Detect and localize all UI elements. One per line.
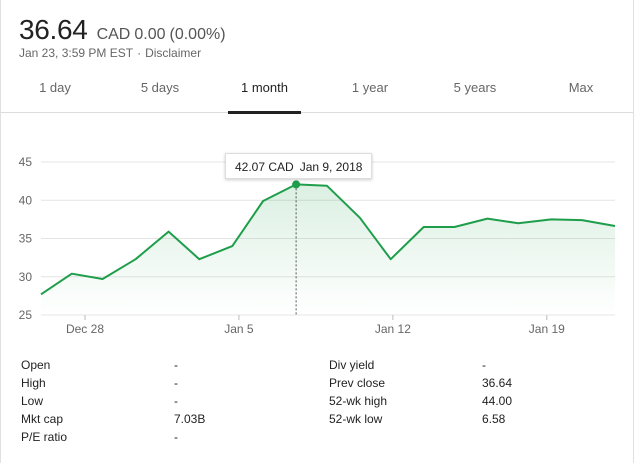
hover-point [292,180,301,189]
y-tick-label: 45 [19,155,33,169]
stat-label: Mkt cap [21,412,64,426]
x-tick-label: Dec 28 [66,322,104,336]
stat-mkt-cap: Mkt cap 7.03B [21,410,221,428]
current-price: 36.64 [19,14,88,45]
stat-value: 36.64 [482,376,513,390]
stat-value: 6.58 [482,412,506,426]
stat-label: 52-wk high [329,394,388,408]
tab-1-month[interactable]: 1 month [228,70,301,114]
stat-value: - [174,394,178,408]
chart-tooltip: 42.07 CAD Jan 9, 2018 [225,153,373,179]
stat-pe-ratio: P/E ratio - [21,428,221,446]
stat-div-yield: Div yield - [329,356,529,374]
tab-5-days[interactable]: 5 days [140,80,180,95]
stat-label: Open [21,358,51,372]
price-chart[interactable]: 25 30 35 40 45 Dec 28 Jan 5 Jan 12 Jan 19 [1,114,633,344]
price-line [40,183,616,296]
stat-label: Div yield [329,358,375,372]
stat-value: - [174,358,178,372]
price-change: 0.00 [134,26,166,43]
stat-value: - [174,430,178,444]
tab-max[interactable]: Max [568,80,594,95]
stat-52wk-low: 52-wk low 6.58 [329,410,529,428]
stat-value: - [482,358,486,372]
stat-label: 52-wk low [329,412,383,426]
stat-prev-close: Prev close 36.64 [329,374,529,392]
x-tick-label: Jan 12 [375,322,411,336]
tooltip-date: Jan 9, 2018 [299,160,363,174]
tab-1-year[interactable]: 1 year [351,80,389,95]
stat-label: P/E ratio [21,430,68,444]
x-tick-label: Jan 5 [224,322,254,336]
currency-code: CAD [96,26,131,43]
stat-label: Low [21,394,44,408]
price-area [41,184,615,315]
price-row: 36.64 CAD 0.00 (0.00%) [19,14,226,46]
range-tabs: 1 day 5 days 1 month 1 year 5 years Max [1,70,633,114]
y-tick-label: 40 [19,193,33,207]
stat-value: - [174,376,178,390]
quote-timestamp: Jan 23, 3:59 PM EST [19,46,134,60]
y-tick-label: 25 [19,308,33,322]
stat-value: 44.00 [482,394,513,408]
stat-open: Open - [21,356,221,374]
stat-52wk-high: 52-wk high 44.00 [329,392,529,410]
stat-label: Prev close [329,376,386,390]
price-change-percent: (0.00%) [169,26,226,43]
y-tick-label: 35 [19,232,33,246]
stat-high: High - [21,374,221,392]
tab-5-years[interactable]: 5 years [453,80,497,95]
disclaimer-link[interactable]: Disclaimer [145,46,202,60]
tab-1-day[interactable]: 1 day [39,80,71,95]
tooltip-value: 42.07 CAD [235,160,294,174]
x-tick-label: Jan 19 [529,322,565,336]
price-chart-svg[interactable]: 25 30 35 40 45 Dec 28 Jan 5 Jan 12 Jan 19 [1,114,633,344]
y-tick-label: 30 [19,270,33,284]
meta-separator: · [137,46,142,60]
stat-label: High [21,376,46,390]
stat-low: Low - [21,392,221,410]
quote-meta: Jan 23, 3:59 PM EST · Disclaimer [19,46,201,60]
stat-value: 7.03B [174,412,206,426]
